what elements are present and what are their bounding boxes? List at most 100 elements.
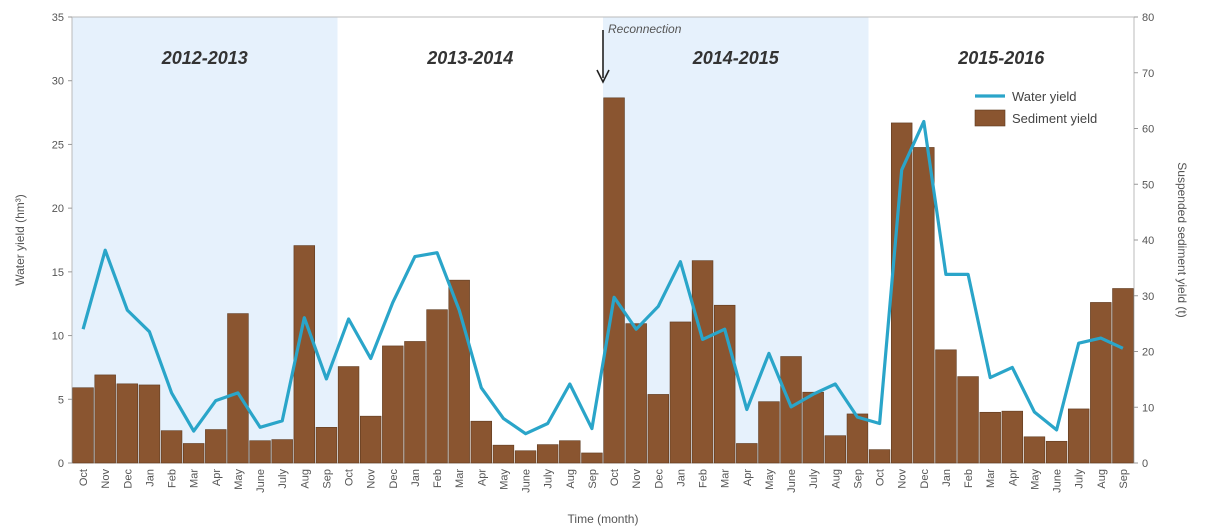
x-tick-label: July — [808, 469, 820, 489]
x-tick-label: Dec — [919, 469, 931, 489]
x-tick-label: Feb — [963, 469, 975, 488]
sediment-bar — [293, 245, 316, 464]
water-yield-line — [81, 119, 1124, 436]
sediment-bar — [1023, 436, 1046, 464]
sediment-bar — [647, 394, 670, 464]
y-tick-label: 20 — [52, 203, 64, 215]
x-tick-label: Nov — [366, 469, 378, 489]
sediment-bar — [691, 260, 714, 464]
x-tick-label: June — [521, 469, 533, 493]
sediment-bar — [382, 345, 404, 464]
x-tick-label: June — [1052, 469, 1064, 493]
x-tick-label: Nov — [897, 469, 909, 489]
x-tick-label: Sep — [852, 469, 864, 489]
y-tick-label: 10 — [52, 331, 64, 343]
y2-tick-label: 20 — [1142, 347, 1154, 359]
sediment-bar — [359, 415, 382, 464]
sediment-bar — [979, 411, 1001, 464]
legend-label-water-yield: Water yield — [1012, 89, 1077, 104]
x-tick-label: Apr — [742, 469, 754, 486]
sediment-bar — [315, 427, 338, 464]
x-tick-label: June — [786, 469, 798, 493]
sediment-bar — [780, 356, 802, 464]
x-tick-label: Apr — [1007, 469, 1019, 486]
x-tick-label: Nov — [631, 469, 643, 489]
x-tick-label: Nov — [100, 469, 112, 489]
x-tick-label: Mar — [720, 469, 732, 488]
x-tick-label: Mar — [454, 469, 466, 488]
sediment-bar — [736, 443, 758, 464]
sediment-bar — [802, 391, 824, 464]
sediment-bars — [72, 97, 1134, 464]
x-tick-label: Mar — [985, 469, 997, 488]
x-tick-label: Feb — [167, 469, 179, 488]
y2-tick-label: 0 — [1142, 458, 1148, 470]
sediment-bar — [1112, 288, 1134, 464]
water-yield-series-line — [81, 119, 1124, 436]
x-tick-label: May — [1029, 469, 1041, 490]
sediment-bar — [182, 443, 205, 464]
x-tick-label: May — [233, 469, 245, 490]
sediment-bar — [1045, 440, 1068, 464]
x-tick-label: Sep — [587, 469, 599, 489]
right-axis-ticks: 0 10 20 30 40 50 60 70 80 — [1134, 12, 1154, 470]
sediment-bar — [337, 366, 360, 464]
sediment-bar — [868, 449, 891, 464]
sediment-bar — [581, 452, 603, 464]
period-labels: 2012-2013 2013-2014 2014-2015 2015-2016 — [161, 48, 1046, 68]
sediment-bar — [94, 374, 116, 464]
x-tick-label: Apr — [211, 469, 223, 486]
legend-label-sediment-yield: Sediment yield — [1012, 111, 1097, 126]
sediment-bar — [559, 440, 581, 464]
x-tick-label: July — [1074, 469, 1086, 489]
sediment-bar — [625, 323, 647, 464]
sediment-bar — [72, 387, 94, 464]
sediment-bar — [426, 309, 448, 464]
sediment-bar — [1001, 410, 1024, 464]
y-tick-label: 5 — [58, 394, 64, 406]
x-tick-label: May — [764, 469, 776, 490]
y2-tick-label: 60 — [1142, 124, 1154, 136]
sediment-bar — [514, 450, 537, 464]
y-axis-label: Water yield (hm³) — [13, 194, 27, 286]
x-tick-label: Oct — [78, 469, 90, 486]
sediment-bar — [957, 376, 979, 464]
period-label: 2012-2013 — [161, 48, 248, 68]
x-tick-label: Oct — [344, 469, 356, 486]
sediment-bar — [404, 341, 426, 464]
sediment-bar — [205, 429, 227, 464]
sediment-bar — [227, 313, 249, 464]
sediment-bar — [536, 444, 559, 464]
x-tick-label: May — [498, 469, 510, 490]
sediment-bar — [271, 439, 293, 464]
y2-axis-label: Suspended sediment yield (t) — [1175, 162, 1189, 317]
x-tick-label: Dec — [122, 469, 134, 489]
sediment-bar — [492, 444, 515, 464]
sediment-bar — [1067, 408, 1090, 464]
x-tick-label: Aug — [299, 469, 311, 489]
x-tick-label: Jan — [410, 469, 422, 487]
x-axis-label: Time (month) — [568, 512, 639, 526]
x-tick-label: Aug — [565, 469, 577, 489]
x-tick-label: July — [277, 469, 289, 489]
x-tick-label: Dec — [653, 469, 665, 489]
y2-tick-label: 50 — [1142, 179, 1154, 191]
x-tick-label: Jan — [144, 469, 156, 487]
y2-tick-label: 40 — [1142, 235, 1154, 247]
sediment-bar — [603, 97, 625, 464]
sediment-bar — [935, 349, 957, 464]
x-tick-label: July — [543, 469, 555, 489]
left-axis-ticks: 0 5 10 15 20 25 30 35 — [52, 12, 72, 470]
period-label: 2014-2015 — [692, 48, 780, 68]
y2-tick-label: 70 — [1142, 68, 1154, 80]
sediment-bar — [160, 430, 183, 464]
x-tick-label: Oct — [875, 469, 887, 486]
x-tick-label: Aug — [830, 469, 842, 489]
x-tick-label: Dec — [388, 469, 400, 489]
x-tick-label: June — [255, 469, 267, 493]
sediment-bar — [470, 420, 493, 464]
reconnection-annotation: Reconnection — [596, 22, 682, 84]
x-tick-label: Feb — [432, 469, 444, 488]
annotation-arrow-head — [596, 69, 610, 84]
